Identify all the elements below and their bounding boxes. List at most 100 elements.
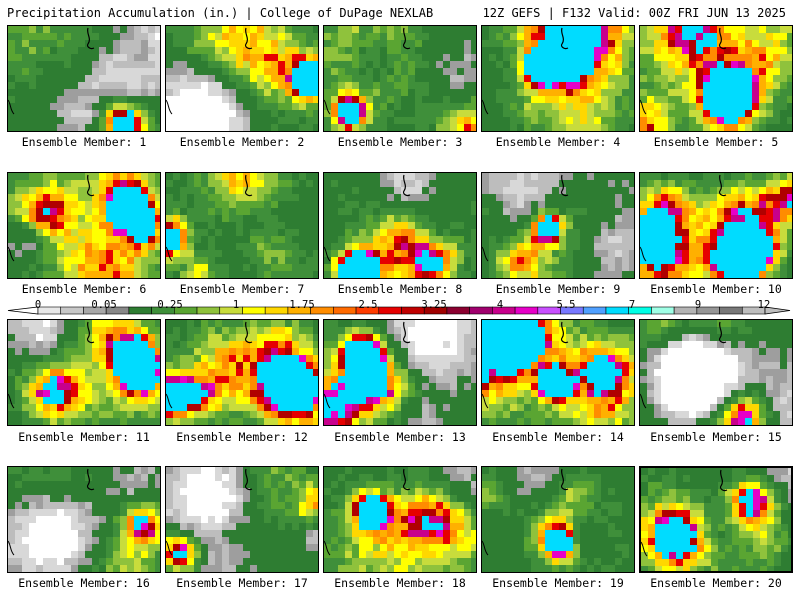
coast-outline (8, 540, 15, 556)
precip-map (166, 26, 318, 131)
panel-label: Ensemble Member: 11 (18, 430, 150, 444)
lake-outline (86, 27, 95, 50)
coast-outline (8, 99, 15, 115)
precip-map (8, 26, 160, 131)
ensemble-map-panel[interactable] (639, 319, 793, 426)
panel-label: Ensemble Member: 6 (21, 282, 147, 296)
panel-label: Ensemble Member: 3 (337, 135, 463, 149)
ensemble-map-panel[interactable] (481, 319, 635, 426)
page-title: Precipitation Accumulation (in.) | Colle… (7, 6, 434, 20)
ensemble-map-panel[interactable] (165, 25, 319, 132)
ensemble-map-panel[interactable] (323, 319, 477, 426)
lake-outline (718, 27, 727, 50)
coast-outline (324, 540, 331, 556)
ensemble-map-panel[interactable] (323, 25, 477, 132)
colorbar-cell (37, 306, 62, 315)
colorbar-min-arrow (7, 306, 39, 315)
colorbar-cell (605, 306, 629, 315)
lake-outline (86, 174, 95, 197)
colorbar-cell (264, 306, 289, 315)
colorbar-tick-label: 0.25 (157, 299, 183, 311)
lake-outline (718, 321, 727, 344)
colorbar-cell (333, 306, 357, 315)
ensemble-map-panel[interactable] (7, 466, 161, 573)
lake-outline (560, 174, 569, 197)
ensemble-map-panel[interactable] (165, 466, 319, 573)
ensemble-map-panel[interactable] (639, 172, 793, 279)
precip-map (166, 467, 318, 572)
panel-label: Ensemble Member: 7 (179, 282, 305, 296)
ensemble-map-panel[interactable] (481, 466, 635, 573)
ensemble-map-panel[interactable] (481, 172, 635, 279)
colorbar-tick-label: 1.75 (289, 299, 315, 311)
lake-outline (402, 468, 411, 491)
precip-map (324, 467, 476, 572)
precip-map (482, 26, 634, 131)
panel-label: Ensemble Member: 17 (176, 576, 308, 590)
precip-map (8, 320, 160, 425)
header: Precipitation Accumulation (in.) | Colle… (0, 0, 800, 24)
ensemble-map-panel[interactable] (323, 466, 477, 573)
coast-outline (641, 541, 648, 557)
ensemble-map-panel[interactable] (165, 172, 319, 279)
precip-map (482, 320, 634, 425)
lake-outline (86, 468, 95, 491)
lake-outline (402, 321, 411, 344)
precip-map (640, 26, 792, 131)
coast-outline (8, 246, 15, 262)
precip-map (166, 173, 318, 278)
colorbar-cell (469, 306, 493, 315)
ensemble-map-panel[interactable] (165, 319, 319, 426)
lake-outline (402, 27, 411, 50)
colorbar-tick-label: 3.25 (421, 299, 447, 311)
colorbar-tick-label: 1 (232, 299, 240, 311)
colorbar-cell (514, 306, 539, 315)
colorbar-tick-label: 12 (757, 299, 771, 311)
colorbar-tick-label: 2.5 (358, 299, 378, 311)
coast-outline (482, 99, 489, 115)
ensemble-map-panel[interactable] (639, 25, 793, 132)
lake-outline (560, 27, 569, 50)
panel-label: Ensemble Member: 1 (21, 135, 147, 149)
panel-label: Ensemble Member: 19 (492, 576, 624, 590)
coast-outline (482, 540, 489, 556)
colorbar-cell (446, 306, 470, 315)
colorbar-tick-label: 5.5 (556, 299, 576, 311)
panel-label: Ensemble Member: 12 (176, 430, 308, 444)
precip-map (640, 320, 792, 425)
panel-label: Ensemble Member: 2 (179, 135, 305, 149)
precip-map (482, 173, 634, 278)
precip-map (324, 320, 476, 425)
panel-label: Ensemble Member: 8 (337, 282, 463, 296)
ensemble-map-panel[interactable] (323, 172, 477, 279)
panel-label: Ensemble Member: 14 (492, 430, 624, 444)
lake-outline (402, 174, 411, 197)
precip-colorbar (7, 306, 791, 315)
panel-label: Ensemble Member: 13 (334, 430, 466, 444)
colorbar-cell (128, 306, 152, 315)
coast-outline (640, 246, 647, 262)
coast-outline (324, 246, 331, 262)
panel-label: Ensemble Member: 15 (650, 430, 782, 444)
lake-outline (244, 174, 253, 197)
colorbar-cell (378, 306, 402, 315)
colorbar-cell (719, 306, 743, 315)
lake-outline (244, 468, 253, 491)
ensemble-map-panel[interactable] (7, 25, 161, 132)
panel-label: Ensemble Member: 18 (334, 576, 466, 590)
colorbar-cell (60, 306, 84, 315)
coast-outline (482, 246, 489, 262)
coast-outline (166, 99, 173, 115)
lake-outline (244, 27, 253, 50)
ensemble-map-panel[interactable] (639, 466, 793, 573)
ensemble-map-panel[interactable] (7, 172, 161, 279)
run-info: 12Z GEFS | F132 Valid: 00Z FRI JUN 13 20… (482, 6, 786, 20)
lake-outline (86, 321, 95, 344)
colorbar-tick-label: 4 (496, 299, 504, 311)
coast-outline (166, 540, 173, 556)
ensemble-map-panel[interactable] (7, 319, 161, 426)
lake-outline (719, 469, 728, 492)
colorbar-cell (242, 306, 266, 315)
ensemble-map-panel[interactable] (481, 25, 635, 132)
precip-map (641, 468, 791, 571)
